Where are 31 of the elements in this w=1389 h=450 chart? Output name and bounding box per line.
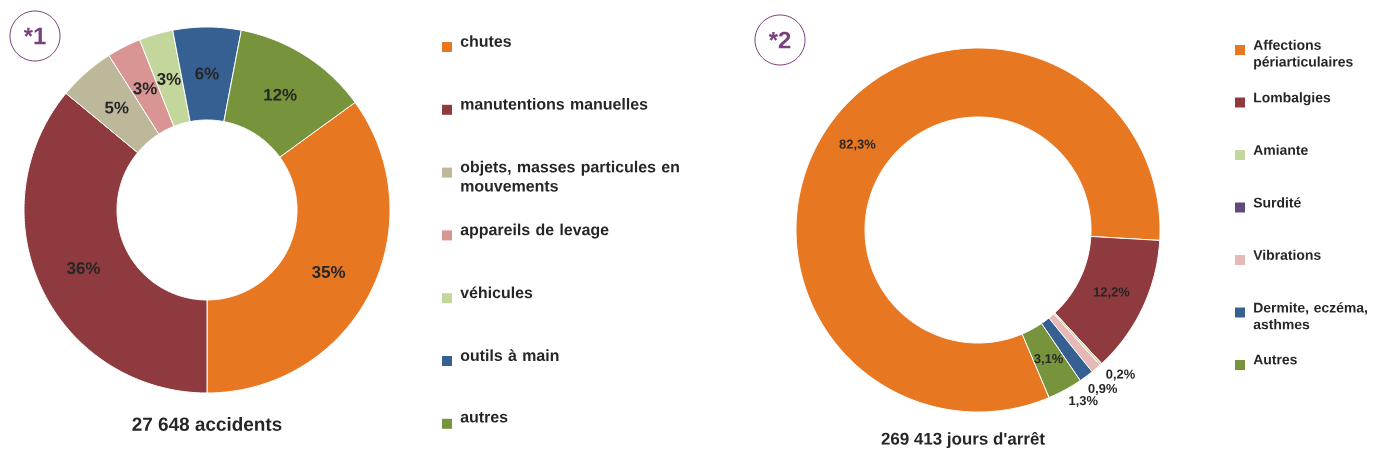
data-label: 82,3% <box>839 139 876 151</box>
data-label: 5% <box>105 101 129 114</box>
legend-label: Lombalgies <box>1254 92 1331 106</box>
legend-label: chutes <box>460 35 511 47</box>
data-label: 36% <box>66 262 100 275</box>
data-label: 35% <box>312 265 346 278</box>
legend-label: Vibrations <box>1253 249 1321 260</box>
legend-label: autres <box>460 412 508 423</box>
legend-label: Dermite, eczéma, asthmes <box>1253 302 1367 330</box>
legend-label: Amiante <box>1253 144 1308 155</box>
text: 269 413 jours d'arrêt <box>881 431 1045 449</box>
legend-label: appareils de levage <box>460 223 609 239</box>
legend-label: véhicules <box>460 286 533 299</box>
data-label: 3,1% <box>1034 354 1063 366</box>
legend-label: Affections périarticulaires <box>1253 39 1353 70</box>
legend-label: outils à main <box>460 349 559 362</box>
data-label: 0,9% <box>1088 383 1118 395</box>
data-label: 3% <box>133 82 157 95</box>
legend-label: objets, masses particules en mouvements <box>460 160 679 192</box>
text: *1 <box>23 27 46 45</box>
data-label: 12% <box>264 88 297 101</box>
data-label: 6% <box>195 67 219 80</box>
data-label: 1,3% <box>1069 396 1098 408</box>
legend-label: manutentions manuelles <box>461 98 648 110</box>
legend-label: Surdité <box>1253 197 1301 208</box>
data-label: 12,2% <box>1093 287 1130 299</box>
data-label: 3% <box>157 72 181 85</box>
data-label: 0,2% <box>1106 369 1135 381</box>
text: *2 <box>768 31 791 49</box>
text: 27 648 accidents <box>132 417 282 431</box>
legend-label: Autres <box>1253 354 1297 365</box>
